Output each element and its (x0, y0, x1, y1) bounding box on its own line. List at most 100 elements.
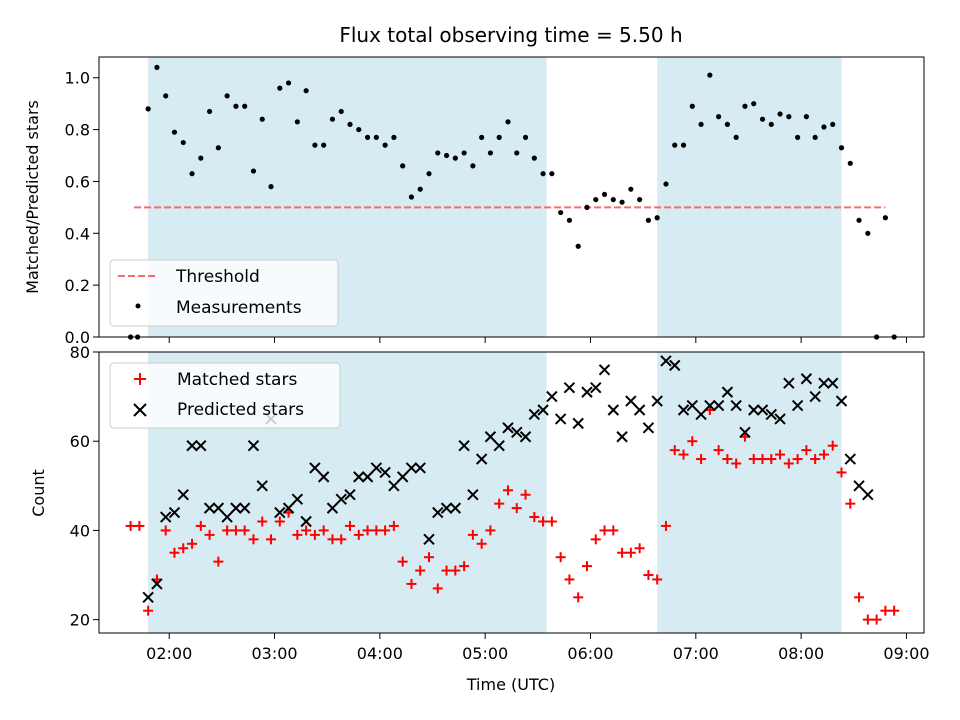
measurement-point (716, 114, 722, 120)
matched-star-point (195, 520, 206, 531)
y-tick-label: 0.8 (65, 121, 90, 140)
matched-star-point (143, 605, 154, 616)
bottom-x-ticks: 02:00 03:00 04:00 05:00 06:00 07:00 08:00 09:00 (146, 633, 930, 663)
measurement-point (549, 171, 555, 177)
matched-star-point (388, 520, 399, 531)
legend-predicted-label: Predicted stars (177, 400, 304, 420)
predicted-star-point (159, 511, 172, 523)
matched-star-point (467, 529, 478, 540)
measurement-point (426, 171, 432, 177)
measurement-point (856, 217, 862, 223)
matched-star-point (810, 454, 821, 465)
measurement-point (610, 196, 616, 203)
matched-star-point (406, 578, 417, 589)
matched-star-point (327, 534, 338, 545)
predicted-star-point (151, 578, 163, 590)
predicted-star-point (195, 439, 207, 452)
measurement-point (663, 181, 669, 187)
measurement-point (847, 160, 853, 166)
matched-star-point (608, 525, 619, 536)
predicted-star-point (669, 359, 681, 372)
matched-star-point (336, 534, 347, 545)
matched-star-point (722, 454, 733, 465)
measurement-point (540, 171, 546, 177)
y-tick-label: 0.4 (65, 224, 90, 243)
matched-star-point (459, 561, 470, 572)
measurement-point (400, 163, 406, 169)
measurement-point (601, 191, 608, 198)
measurement-point (865, 230, 871, 236)
matched-star-point (818, 449, 829, 460)
matched-star-point (160, 525, 171, 536)
matched-star-point (845, 498, 856, 509)
predicted-star-point (370, 462, 383, 474)
predicted-star-point (414, 462, 426, 474)
predicted-star-point (862, 489, 874, 501)
matched-star-point (555, 552, 566, 563)
bottom-y-ticks: 20 40 60 80 (70, 343, 99, 630)
bottom-axes-frame (98, 351, 925, 634)
matched-star-point (239, 525, 250, 536)
measurement-point (154, 64, 160, 70)
matched-star-point (617, 547, 628, 558)
matched-star-point (134, 520, 145, 531)
predicted-star-point (844, 453, 856, 465)
predicted-star-point (475, 453, 488, 465)
predicted-star-point (642, 422, 655, 434)
matched-star-point (204, 529, 215, 540)
matched-star-point (669, 445, 680, 456)
measurement-point (496, 134, 502, 140)
measurement-point (373, 134, 379, 140)
matched-star-point (538, 516, 549, 527)
measurement-point (838, 145, 845, 151)
x-tick-label: 02:00 (146, 644, 192, 663)
predicted-star-point (625, 395, 637, 407)
predicted-star-point (712, 399, 725, 412)
matched-star-point (397, 556, 408, 567)
measurement-point (171, 129, 178, 135)
predicted-star-point (835, 395, 848, 407)
matched-star-point (660, 520, 671, 531)
y-tick-label: 40 (70, 521, 90, 540)
matched-star-point (187, 538, 198, 549)
matched-star-point (301, 525, 312, 536)
predicted-star-point (423, 533, 435, 546)
measurement-point (356, 126, 362, 133)
predicted-star-point (484, 431, 497, 443)
measurement-point (812, 134, 818, 140)
top-y-ticks: 0.0 0.2 0.4 0.6 0.8 1.0 (65, 69, 99, 347)
measurement-point (206, 108, 213, 115)
measurement-point (768, 121, 774, 128)
predicted-star-point (827, 377, 839, 389)
predicted-star-point (633, 404, 646, 416)
measurement-point (742, 103, 748, 109)
matched-star-point (757, 454, 768, 465)
x-tick-label: 07:00 (673, 644, 719, 663)
measurement-point (391, 134, 397, 140)
measurement-point (514, 150, 520, 156)
predicted-star-point (853, 480, 865, 492)
matched-star-point (441, 565, 452, 576)
predicted-star-point (238, 502, 251, 514)
measurement-point (751, 101, 757, 107)
star-count-points (125, 355, 900, 625)
measurement-point (654, 215, 660, 221)
predicted-star-point (396, 471, 409, 483)
matched-star-point (792, 454, 803, 465)
predicted-star-point (405, 462, 418, 474)
measurement-point (821, 124, 827, 130)
predicted-star-point (554, 413, 567, 425)
matched-star-point (678, 449, 689, 460)
top-axes-frame (98, 56, 925, 338)
matched-star-point (889, 605, 900, 616)
measurement-point (250, 168, 257, 174)
measurement-point (443, 152, 450, 159)
predicted-star-point (309, 462, 321, 474)
measurement-point (408, 194, 415, 200)
predicted-star-point (704, 399, 716, 412)
predicted-star-point (730, 399, 742, 412)
measurement-point (882, 215, 888, 221)
matched-star-point (862, 614, 873, 625)
measurement-point (645, 217, 652, 223)
